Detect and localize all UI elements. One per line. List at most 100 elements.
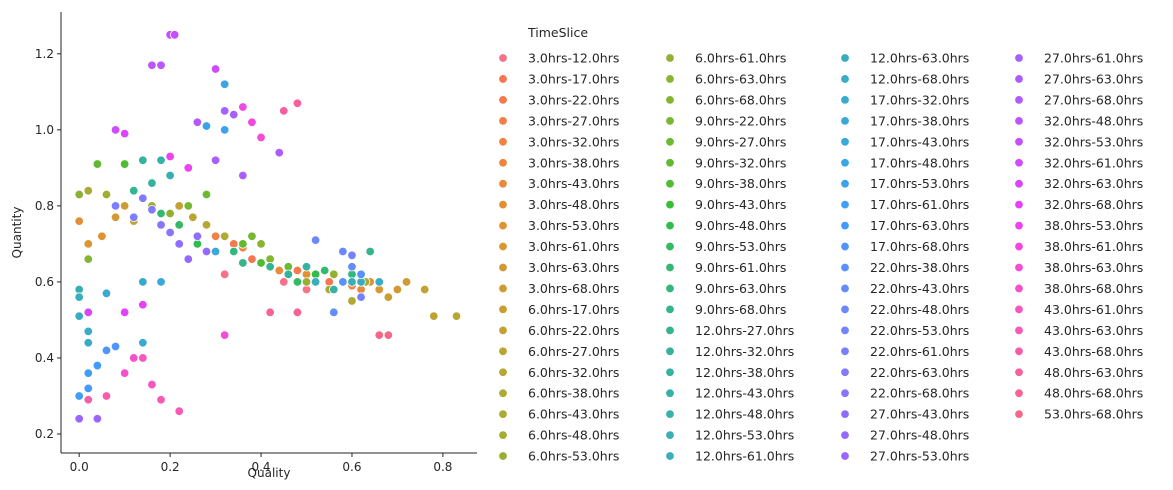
scatter-point xyxy=(165,151,175,162)
scatter-point xyxy=(119,201,130,211)
legend-entry: 12.0hrs-61.0hrs xyxy=(695,449,794,464)
scatter-point xyxy=(210,155,221,165)
x-tick-label: 0.0 xyxy=(70,460,89,474)
legend-entry: 12.0hrs-32.0hrs xyxy=(695,344,794,359)
legend-entry: 27.0hrs-63.0hrs xyxy=(1044,71,1143,86)
legend-marker xyxy=(840,388,850,398)
legend-items: 3.0hrs-12.0hrs 3.0hrs-17.0hrs 3.0hrs-22.0h… xyxy=(498,51,1143,464)
legend-entry: 6.0hrs-38.0hrs xyxy=(528,386,619,401)
scatter-point xyxy=(383,292,394,302)
axes: 0.0 0.2 0.4 0.6 0.8 0.2 0.4 0.6 0.8 1.0 1.2 Quali… xyxy=(10,12,477,480)
scatter-point xyxy=(420,284,430,295)
scatter-point xyxy=(110,201,121,211)
x-ticks: 0.0 0.2 0.4 0.6 0.8 xyxy=(70,453,452,474)
scatter-point xyxy=(101,189,112,200)
legend-entry: 22.0hrs-48.0hrs xyxy=(870,302,969,317)
scatter-point xyxy=(347,277,357,287)
scatter-point xyxy=(129,185,139,196)
legend-marker xyxy=(1014,74,1024,84)
scatter-point xyxy=(129,353,139,363)
scatter-point xyxy=(201,121,212,131)
scatter-point xyxy=(319,265,330,276)
scatter-point xyxy=(138,277,148,287)
legend-marker xyxy=(665,178,675,189)
x-tick-label: 0.6 xyxy=(342,460,361,474)
scatter-point xyxy=(147,379,157,390)
scatter-point xyxy=(101,288,112,299)
y-tick-label: 0.8 xyxy=(35,199,54,213)
scatter-point xyxy=(451,311,462,321)
scatter-point xyxy=(138,338,148,348)
legend-marker xyxy=(498,241,508,252)
scatter-point xyxy=(174,201,184,211)
legend-entry: 17.0hrs-38.0hrs xyxy=(870,113,969,128)
scatter-point xyxy=(119,128,130,139)
legend-entry: 27.0hrs-43.0hrs xyxy=(870,407,969,422)
scatter-point xyxy=(347,296,357,306)
scatter-point xyxy=(279,277,289,287)
legend-entry: 27.0hrs-68.0hrs xyxy=(1044,92,1143,107)
legend-entry: 6.0hrs-61.0hrs xyxy=(695,51,786,66)
scatter-point xyxy=(192,117,203,127)
scatter-point xyxy=(83,338,93,348)
legend-entry: 32.0hrs-53.0hrs xyxy=(1044,134,1143,149)
legend-marker xyxy=(665,220,675,231)
legend-marker xyxy=(498,325,508,336)
scatter-point xyxy=(165,227,175,238)
legend-entry: 22.0hrs-63.0hrs xyxy=(870,365,969,380)
scatter-point xyxy=(301,262,312,272)
legend-entry: 6.0hrs-22.0hrs xyxy=(528,323,619,338)
legend-marker xyxy=(665,53,675,63)
legend-marker xyxy=(1014,95,1024,105)
legend-marker xyxy=(840,283,850,294)
scatter-point xyxy=(292,277,303,287)
scatter-point xyxy=(165,170,175,181)
legend-entry: 38.0hrs-63.0hrs xyxy=(1044,260,1143,275)
legend-marker xyxy=(840,137,850,147)
legend-marker xyxy=(1014,199,1024,210)
legend-entry: 27.0hrs-48.0hrs xyxy=(870,428,969,443)
legend-title: TimeSlice xyxy=(527,25,588,40)
scatter-point xyxy=(229,109,239,120)
legend-entry: 9.0hrs-32.0hrs xyxy=(695,155,786,170)
legend-marker xyxy=(840,262,850,273)
legend-marker xyxy=(1014,53,1024,63)
scatter-point xyxy=(219,79,230,89)
legend-marker xyxy=(665,262,675,273)
legend-entry: 6.0hrs-32.0hrs xyxy=(528,365,619,380)
scatter-point xyxy=(274,147,284,158)
legend-entry: 9.0hrs-68.0hrs xyxy=(695,302,786,317)
legend-entry: 3.0hrs-48.0hrs xyxy=(528,197,619,212)
scatter-point xyxy=(256,258,266,268)
legend-entry: 6.0hrs-27.0hrs xyxy=(528,344,619,359)
scatter-point xyxy=(97,231,107,242)
legend-entry: 9.0hrs-63.0hrs xyxy=(695,281,786,296)
scatter-point xyxy=(265,262,275,272)
scatter-point xyxy=(201,220,212,230)
legend-marker xyxy=(498,178,508,189)
legend-entry: 12.0hrs-63.0hrs xyxy=(870,51,969,66)
scatter-point xyxy=(356,269,366,280)
scatter-point xyxy=(174,239,184,249)
legend-entry: 9.0hrs-27.0hrs xyxy=(695,134,786,149)
scatter-point xyxy=(256,132,266,143)
scatter-point xyxy=(338,246,348,257)
legend-entry: 12.0hrs-38.0hrs xyxy=(695,365,794,380)
legend-marker xyxy=(1014,178,1024,189)
legend-entry: 3.0hrs-43.0hrs xyxy=(528,176,619,191)
scatter-point xyxy=(83,185,93,196)
scatter-point xyxy=(183,163,194,173)
scatter-point xyxy=(119,307,130,318)
legend-marker xyxy=(498,53,508,63)
legend-entry: 17.0hrs-61.0hrs xyxy=(870,197,969,212)
legend-entry: 27.0hrs-53.0hrs xyxy=(870,449,969,464)
scatter-point xyxy=(192,231,203,242)
legend-marker xyxy=(498,304,508,315)
legend-marker xyxy=(1014,367,1024,377)
scatter-point xyxy=(392,284,403,295)
x-tick-label: 0.8 xyxy=(433,460,452,474)
scatter-point xyxy=(210,246,221,257)
scatter-point xyxy=(347,262,357,272)
legend-entry: 22.0hrs-68.0hrs xyxy=(870,386,969,401)
scatter-point xyxy=(74,216,84,226)
